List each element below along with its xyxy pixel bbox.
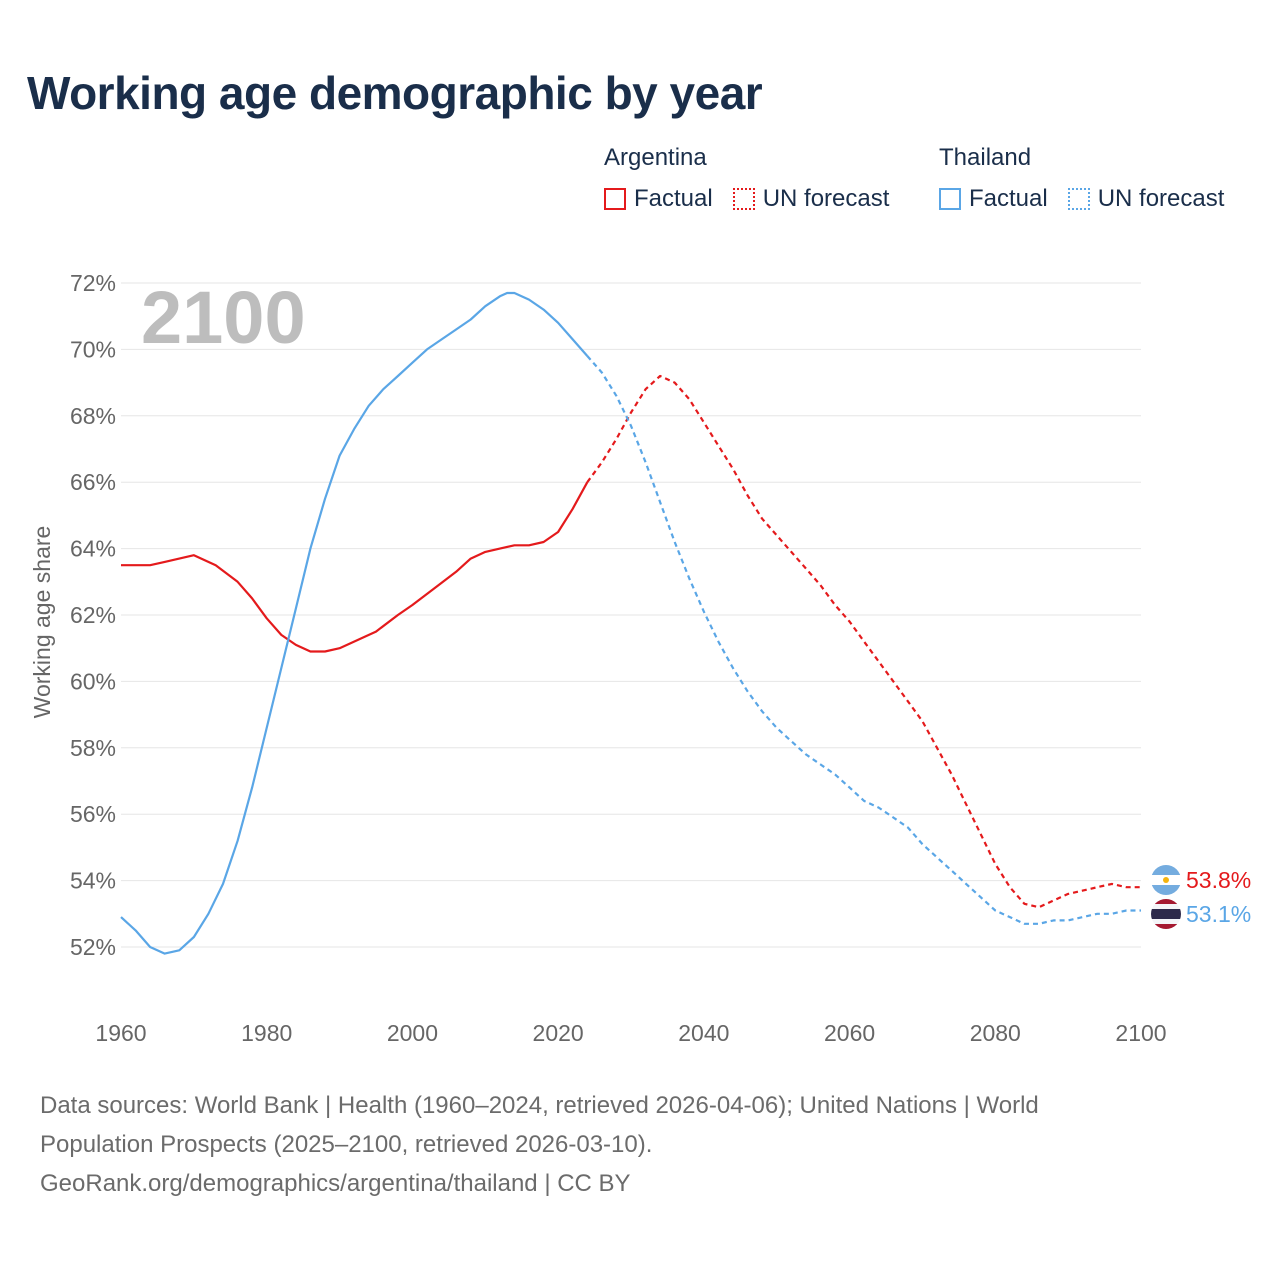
y-tick-label: 62% [70,602,116,628]
thailand-forecast-line[interactable] [586,355,1141,925]
source-note: Data sources: World Bank | Health (1960–… [40,1086,1240,1203]
y-tick-label: 58% [70,735,116,761]
argentina-flag-icon [1151,865,1181,895]
thailand-factual-line[interactable] [120,291,589,955]
dotted-swatch-icon [1067,188,1090,210]
series-lines [120,291,1141,955]
x-tick-label: 2060 [824,1020,875,1046]
legend-label: UN forecast [1097,185,1225,212]
y-tick-label: 64% [70,536,116,562]
y-tick-label: 56% [70,801,116,827]
y-axis-label: Working age share [29,526,55,719]
y-tick-label: 52% [70,934,116,960]
dotted-swatch-icon [732,188,755,210]
thailand-end-value: 53.1% [1186,901,1251,927]
x-tick-label: 1960 [95,1020,146,1046]
argentina-forecast-line[interactable] [586,374,1141,909]
solid-swatch-icon [939,188,961,210]
y-tick-label: 60% [70,668,116,694]
legend-label: Factual [969,185,1048,212]
x-tick-label: 2080 [970,1020,1021,1046]
x-tick-label: 2100 [1115,1020,1166,1046]
legend-country-label: Argentina [604,144,707,171]
legend-argentina-forecast[interactable]: UN forecast [732,185,890,213]
y-tick-label: 70% [70,336,116,362]
thailand-flag-icon [1151,899,1181,929]
legend-thailand: Thailand Factual UN forecast [939,144,1224,213]
legend-thailand-factual[interactable]: Factual [939,185,1048,213]
y-axis-ticks: 52% 54% 56% 58% 60% 62% 64% 66% 68% 70% 72% [70,270,116,960]
chart-title: Working age demographic by year [27,67,763,119]
source-line: Data sources: World Bank | Health (1960–… [40,1092,1039,1119]
y-tick-label: 66% [70,469,116,495]
x-tick-label: 2040 [678,1020,729,1046]
legend-label: UN forecast [762,185,890,212]
legend-argentina-factual[interactable]: Factual [604,185,713,213]
legend-thailand-forecast[interactable]: UN forecast [1067,185,1225,213]
y-tick-label: 54% [70,868,116,894]
x-tick-label: 1980 [241,1020,292,1046]
y-tick-label: 68% [70,403,116,429]
argentina-factual-line[interactable] [121,481,589,653]
argentina-end-value: 53.8% [1186,867,1251,893]
source-link[interactable]: GeoRank.org/demographics/argentina/thail… [40,1170,631,1197]
x-axis-ticks: 1960 1980 2000 2020 2040 2060 2080 2100 [95,1020,1166,1046]
gridlines [121,282,1141,948]
y-tick-label: 72% [70,270,116,296]
x-tick-label: 2000 [387,1020,438,1046]
legend-argentina: Argentina Factual UN forecast [604,144,889,213]
source-line: Population Prospects (2025–2100, retriev… [40,1131,653,1158]
legend-country-label: Thailand [939,144,1032,171]
x-tick-label: 2020 [533,1020,584,1046]
legend-label: Factual [634,185,713,212]
year-watermark: 2100 [141,276,306,359]
solid-swatch-icon [604,188,626,210]
